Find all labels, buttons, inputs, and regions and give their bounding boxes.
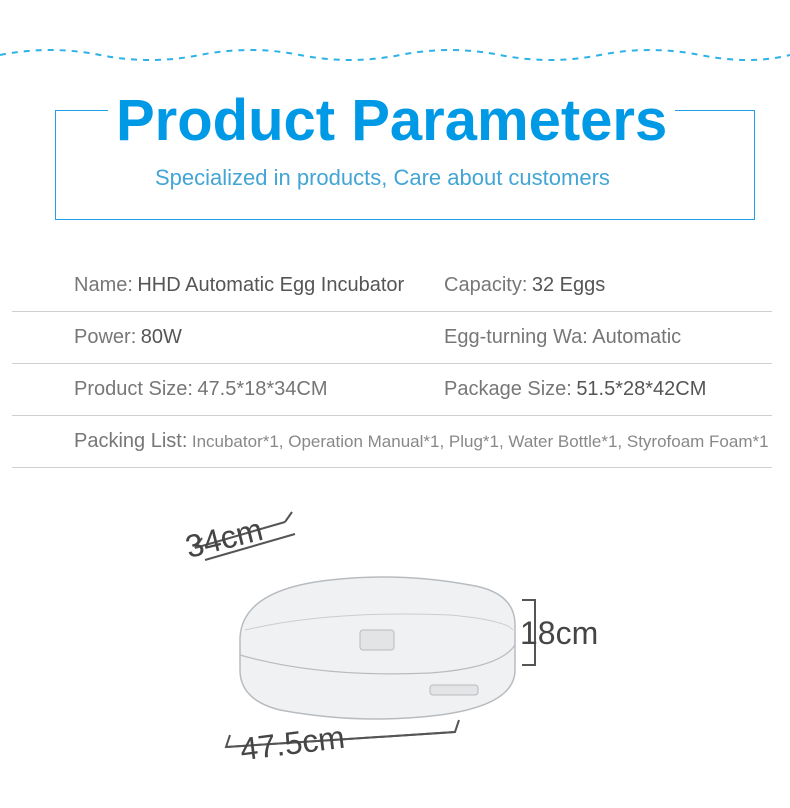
name-value: HHD Automatic Egg Incubator bbox=[137, 274, 404, 296]
power-label: Power: bbox=[74, 326, 136, 348]
packing-list-value: Incubator*1, Operation Manual*1, Plug*1,… bbox=[192, 432, 769, 451]
table-row: Product Size: 47.5*18*34CM Package Size:… bbox=[12, 364, 772, 416]
product-size-value: 47.5*18*34CM bbox=[197, 378, 327, 400]
name-label: Name: bbox=[74, 274, 133, 296]
product-size-label: Product Size: bbox=[74, 378, 193, 400]
capacity-value: 32 Eggs bbox=[532, 274, 605, 296]
page-subtitle: Specialized in products, Care about cust… bbox=[155, 165, 610, 191]
packing-list-label: Packing List: bbox=[74, 430, 187, 452]
package-size-value: 51.5*28*42CM bbox=[576, 378, 706, 400]
table-row: Power: 80W Egg-turning Wa: Automatic bbox=[12, 312, 772, 364]
table-row: Name: HHD Automatic Egg Incubator Capaci… bbox=[12, 260, 772, 312]
dimension-height: 18cm bbox=[520, 615, 598, 652]
table-row: Packing List: Incubator*1, Operation Man… bbox=[12, 416, 772, 468]
page-title: Product Parameters bbox=[108, 92, 675, 150]
egg-turning-value: Automatic bbox=[592, 326, 681, 348]
capacity-label: Capacity: bbox=[444, 274, 527, 296]
power-value: 80W bbox=[141, 326, 182, 348]
package-size-label: Package Size: bbox=[444, 378, 572, 400]
wave-divider bbox=[0, 45, 790, 65]
parameters-table: Name: HHD Automatic Egg Incubator Capaci… bbox=[12, 260, 772, 468]
egg-turning-label: Egg-turning Wa: bbox=[444, 326, 588, 348]
